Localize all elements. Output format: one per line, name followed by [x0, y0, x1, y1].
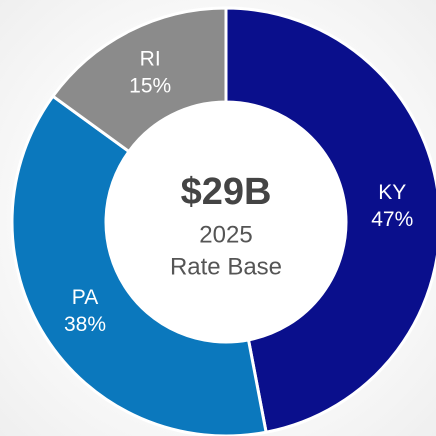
segment-value: 15%	[129, 75, 171, 98]
segment-name: KY	[378, 181, 406, 204]
donut-segment	[10, 94, 268, 436]
segment-name: PA	[72, 286, 98, 309]
center-text: 2025	[199, 221, 252, 248]
donut-segment	[224, 6, 436, 434]
donut-hole	[107, 103, 345, 341]
segment-name: RI	[140, 48, 161, 71]
donut-segment	[50, 6, 228, 154]
segment-value: 38%	[64, 313, 106, 336]
center-text: Rate Base	[170, 253, 282, 280]
segment-value: 47%	[371, 208, 413, 231]
center-text: $29B	[181, 171, 272, 213]
